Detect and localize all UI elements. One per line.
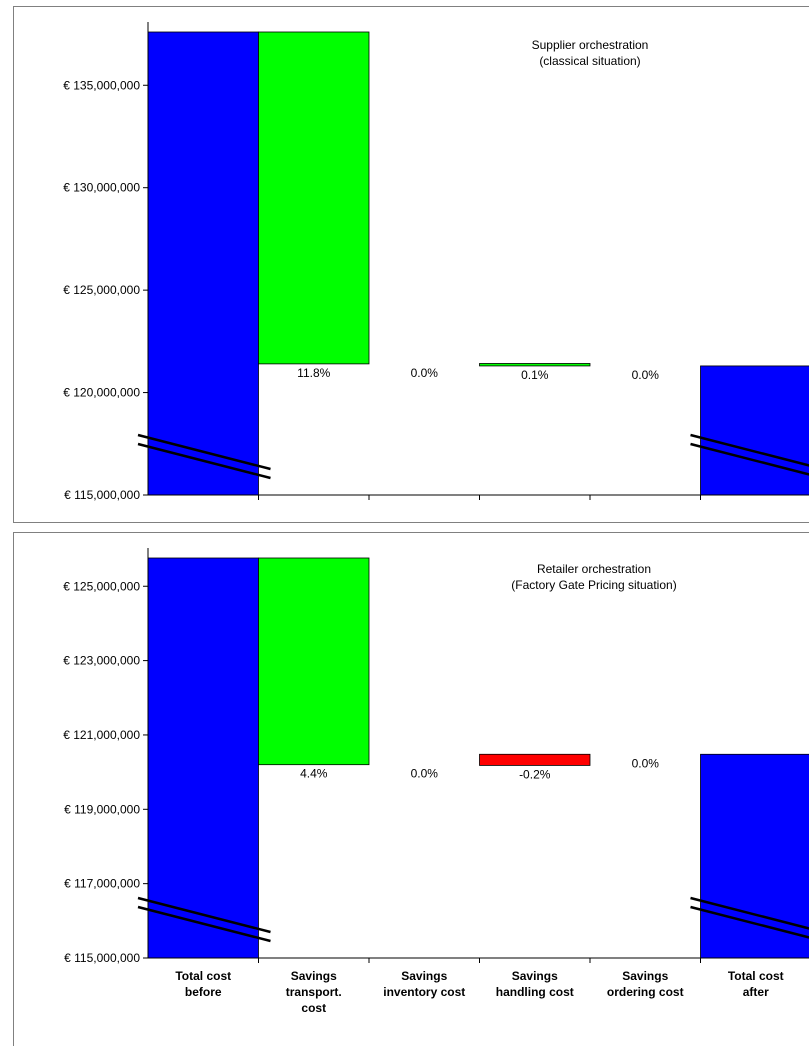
bar-6 (701, 366, 809, 495)
x-category-label: Savings (291, 969, 337, 983)
x-category-label: after (743, 985, 769, 999)
x-category-label: before (185, 985, 222, 999)
y-tick-label: € 119,000,000 (64, 802, 140, 816)
retailer-chart: 4.4% 0.0% -0.2% 0.0% € 115,000,000 € 117,000,… (14, 533, 809, 1046)
x-category-label: Savings (622, 969, 668, 983)
chart-title-line: (Factory Gate Pricing situation) (511, 578, 676, 592)
bar-1 (148, 32, 259, 495)
bar-6 (701, 754, 809, 958)
x-category-label: ordering cost (607, 985, 684, 999)
y-tick-label: € 130,000,000 (63, 181, 140, 195)
y-tick-label: € 125,000,000 (63, 579, 140, 593)
supplier-chart-panel: 11.8% 0.0% 0.1% 0.0% € 115,000,000 € 120,000,… (13, 6, 809, 523)
x-category-label: Total cost (175, 969, 231, 983)
y-tick-label: € 135,000,000 (63, 78, 140, 92)
bar-1 (148, 558, 259, 958)
y-tick-label: € 121,000,000 (63, 728, 140, 742)
chart-title-line: Retailer orchestration (537, 562, 651, 576)
bar-pct-label: 0.0% (632, 756, 660, 770)
chart-title-line: (classical situation) (539, 54, 640, 68)
bar-pct-label: -0.2% (519, 767, 551, 781)
x-category-label: transport. (286, 985, 342, 999)
supplier-chart: 11.8% 0.0% 0.1% 0.0% € 115,000,000 € 120,000,… (14, 7, 809, 522)
bar-pct-label: 4.4% (300, 767, 328, 781)
y-tick-label: € 120,000,000 (63, 386, 140, 400)
y-tick-label: € 115,000,000 (64, 488, 140, 502)
x-category-label: inventory cost (383, 985, 465, 999)
bar-2 (259, 32, 370, 364)
bar-4 (480, 754, 591, 765)
bar-2 (259, 558, 370, 765)
bar-4 (480, 363, 591, 365)
y-tick-label: € 115,000,000 (64, 951, 140, 965)
y-tick-label: € 123,000,000 (63, 654, 140, 668)
bar-pct-label: 0.1% (521, 368, 549, 382)
x-category-label: Total cost (728, 969, 784, 983)
chart-title-line: Supplier orchestration (532, 38, 649, 52)
bar-pct-label: 11.8% (297, 366, 330, 380)
x-category-label: Savings (512, 969, 558, 983)
y-tick-label: € 125,000,000 (63, 283, 140, 297)
x-category-label: cost (301, 1001, 326, 1015)
x-category-label: Savings (401, 969, 447, 983)
bar-pct-label: 0.0% (411, 366, 439, 380)
bar-pct-label: 0.0% (632, 368, 660, 382)
x-category-label: handling cost (496, 985, 574, 999)
y-tick-label: € 117,000,000 (64, 877, 140, 891)
retailer-chart-panel: 4.4% 0.0% -0.2% 0.0% € 115,000,000 € 117,000,… (13, 532, 809, 1046)
bar-pct-label: 0.0% (411, 767, 439, 781)
